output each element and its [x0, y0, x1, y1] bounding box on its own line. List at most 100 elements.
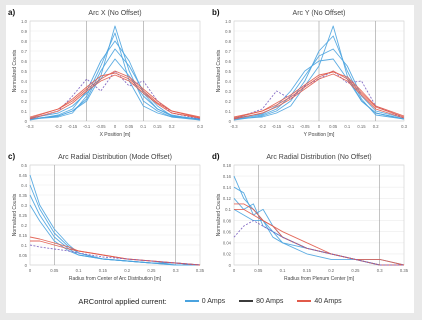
panel-0: a) Arc X (No Offset) 0 0.1 0.2 0.3 0.4 0.5 0.6 0.… [8, 8, 204, 138]
series-line-3 [29, 204, 200, 266]
x-tick-label: 0 [233, 268, 236, 273]
series-line-0 [29, 174, 201, 266]
y-tick-label: 0 [25, 263, 28, 268]
y-tick-label: 0.4 [225, 79, 231, 84]
x-tick-label: 0 [29, 268, 32, 273]
chart-title: Arc Radial Distribution (Mode Offset) [58, 154, 172, 161]
x-axis-label: X Position [m] [100, 132, 131, 138]
x-tick-label: 0.25 [351, 268, 360, 273]
y-tick-label: 0.35 [19, 193, 28, 198]
x-tick-label: 0.05 [254, 268, 263, 273]
x-tick-label: 0.25 [147, 268, 156, 273]
series-line-4 [234, 203, 405, 266]
y-tick-label: 0.08 [223, 218, 232, 223]
y-tick-label: 0.25 [19, 213, 28, 218]
y-tick-label: 0.45 [19, 173, 28, 178]
x-tick-label: 0.3 [401, 124, 407, 129]
series-line-8 [29, 72, 201, 118]
y-tick-label: 0.2 [21, 99, 27, 104]
x-tick-label: 0.1 [280, 268, 286, 273]
series-line-4 [29, 236, 201, 266]
y-tick-label: 0.5 [21, 69, 27, 74]
x-axis-label: Radius from Center of Arc Distribution [… [69, 276, 162, 282]
series-line-0 [29, 25, 201, 120]
y-tick-label: 0.1 [225, 207, 231, 212]
y-tick-label: 0.02 [223, 252, 232, 257]
series-line-1 [233, 186, 404, 266]
series-line-5 [233, 70, 405, 119]
series-line-4 [233, 70, 405, 120]
x-tick-label: -0.05 [96, 124, 106, 129]
panel-label: c) [8, 152, 15, 161]
x-tick-label: 0.15 [99, 268, 108, 273]
y-tick-label: 0.4 [21, 183, 27, 188]
y-tick-label: 0.5 [225, 69, 231, 74]
series-line-7 [29, 74, 201, 120]
y-axis-label: Normalized Counts [12, 49, 18, 92]
x-axis-label: Radius from Plenum Center [m] [284, 276, 355, 282]
chart-title: Arc X (No Offset) [88, 10, 141, 17]
series-line-1 [29, 32, 201, 121]
panel-label: d) [212, 152, 220, 161]
y-tick-label: 0.2 [21, 223, 27, 228]
x-tick-label: 0.2 [169, 124, 175, 129]
y-tick-label: 0.05 [19, 253, 28, 258]
chart-title: Arc Y (No Offset) [293, 10, 346, 17]
y-tick-label: 1.0 [21, 19, 27, 24]
series-line-7 [233, 71, 405, 118]
y-tick-label: 0.3 [21, 89, 27, 94]
legend: ARControl applied current: 0 Amps 80 Amp… [6, 291, 414, 311]
x-tick-label: -0.3 [230, 124, 238, 129]
y-tick-label: 0.04 [223, 241, 232, 246]
series-line-2 [29, 40, 201, 121]
x-tick-label: 0.1 [344, 124, 350, 129]
legend-label-2: 40 Amps [314, 297, 342, 305]
x-tick-label: 0.05 [329, 124, 338, 129]
y-tick-label: 0.9 [225, 29, 231, 34]
series-line-6 [29, 70, 201, 119]
x-tick-label: 0.35 [400, 268, 409, 273]
y-tick-label: 0.3 [21, 203, 27, 208]
series-line-6 [29, 244, 201, 266]
y-axis-label: Normalized Counts [216, 49, 222, 92]
x-tick-label: 0.3 [173, 268, 179, 273]
legend-entry-0: 0 Amps [184, 298, 225, 305]
plot-area [29, 164, 201, 266]
y-tick-label: 0 [25, 119, 28, 124]
chart-title: Arc Radial Distribution (No Offset) [266, 154, 371, 161]
series-line-5 [29, 70, 201, 120]
y-tick-label: 0.1 [21, 109, 27, 114]
x-tick-label: 0.2 [124, 268, 130, 273]
x-tick-label: 0.15 [153, 124, 162, 129]
x-tick-label: 0 [318, 124, 321, 129]
x-tick-label: 0.3 [197, 124, 203, 129]
legend-swatch-1 [239, 300, 254, 302]
legend-entry-2: 40 Amps [297, 297, 342, 305]
legend-caption: ARControl applied current: [78, 296, 167, 306]
y-tick-label: 0.12 [223, 196, 232, 201]
y-tick-label: 0.4 [21, 79, 27, 84]
panel-2: c) Arc Radial Distribution (Mode Offset) 0… [8, 152, 205, 282]
y-tick-label: 0.1 [21, 243, 27, 248]
y-tick-label: 0.16 [223, 174, 232, 179]
figure: a) Arc X (No Offset) 0 0.1 0.2 0.3 0.4 0.5 0.6 0.… [6, 5, 414, 313]
series-line-1 [233, 35, 405, 121]
x-tick-label: -0.1 [287, 124, 295, 129]
y-tick-label: 0 [229, 263, 232, 268]
panel-1: b) Arc Y (No Offset) 0 0.1 0.2 0.3 0.4 0.5 0.6 0.… [212, 8, 408, 138]
x-axis-label: Y Position [m] [304, 132, 335, 138]
x-tick-label: 0.15 [357, 124, 366, 129]
charts-canvas: a) Arc X (No Offset) 0 0.1 0.2 0.3 0.4 0.5 0.6 0.… [8, 8, 409, 282]
series-line-1 [29, 184, 201, 266]
x-tick-label: 0 [114, 124, 117, 129]
y-tick-label: 0.1 [225, 109, 231, 114]
y-tick-label: 0.8 [225, 39, 231, 44]
y-tick-label: 0.7 [21, 49, 27, 54]
y-tick-label: 0.5 [21, 163, 27, 168]
x-tick-label: -0.15 [68, 124, 78, 129]
x-tick-label: 0.3 [377, 268, 383, 273]
y-tick-label: 0.18 [223, 163, 232, 168]
x-tick-label: 0.2 [373, 124, 379, 129]
series-line-6 [233, 220, 404, 266]
series-line-6 [233, 73, 405, 120]
